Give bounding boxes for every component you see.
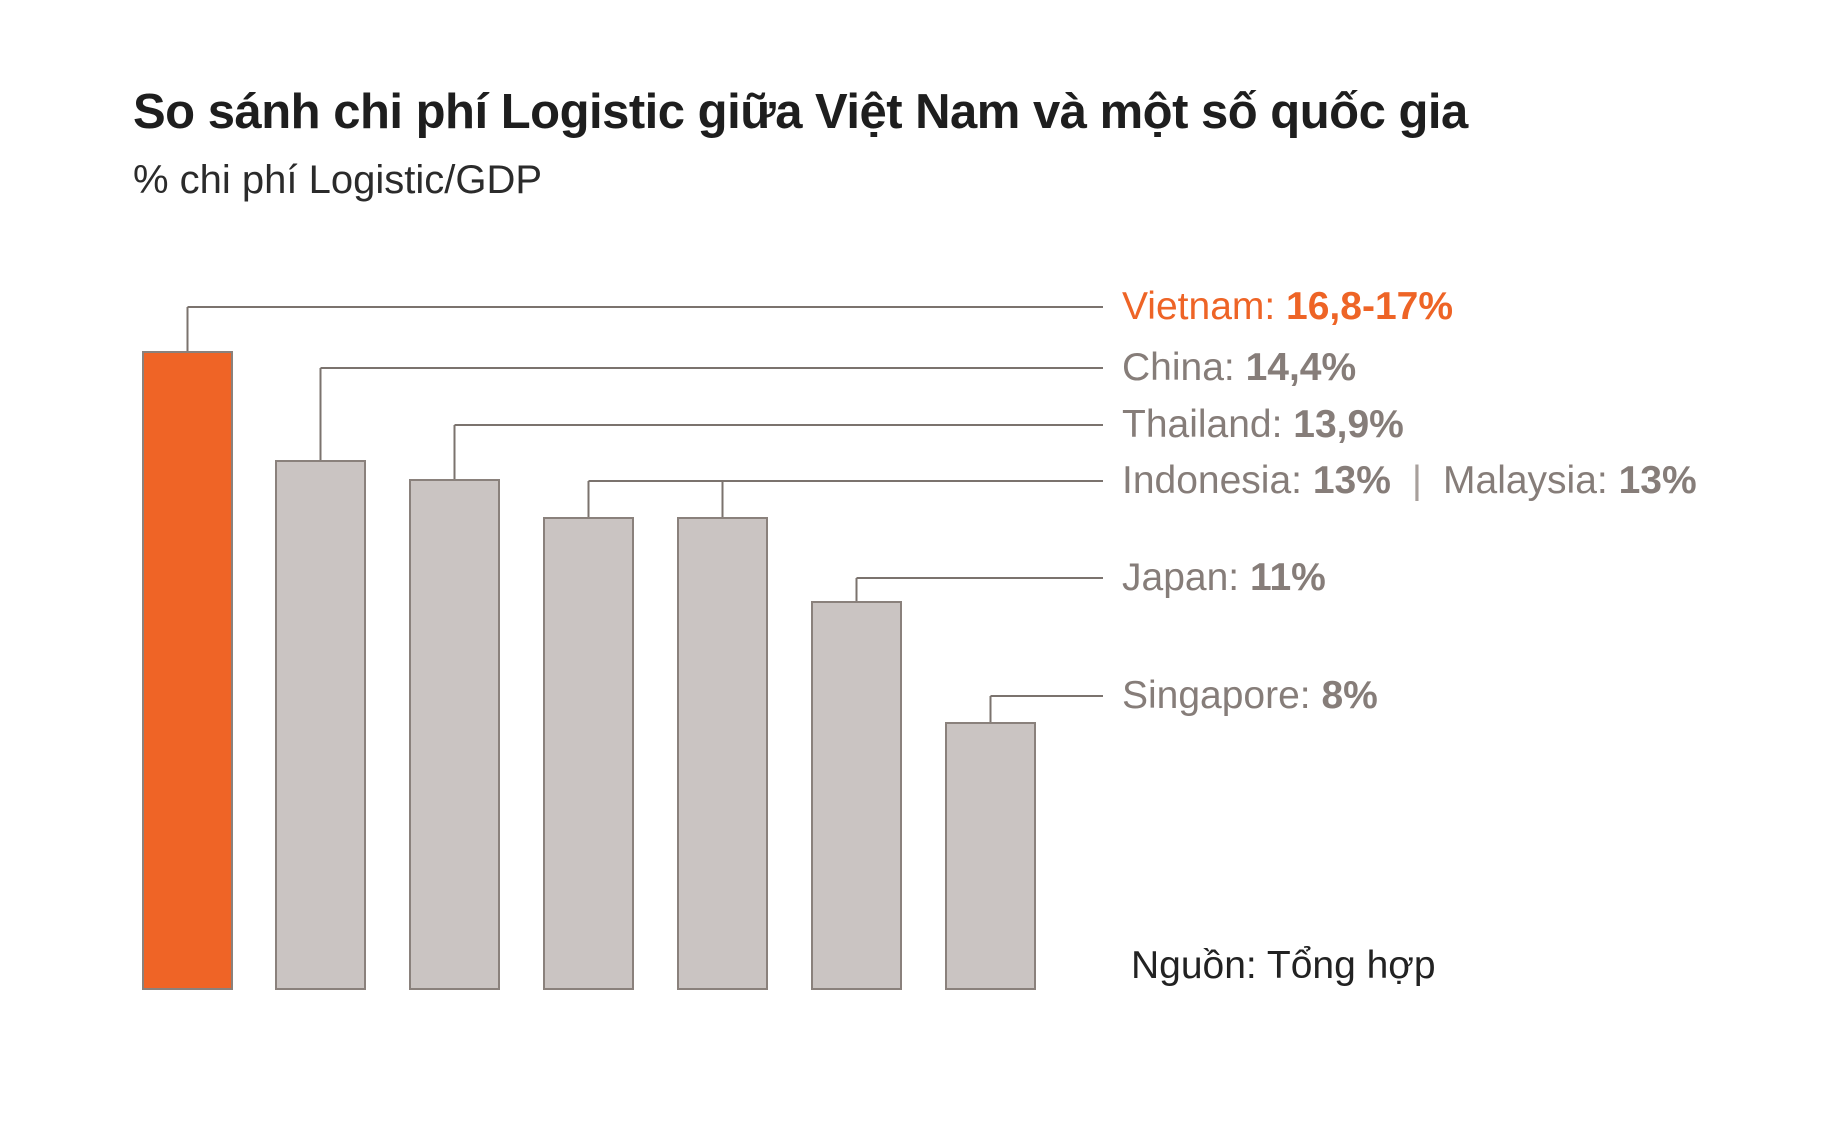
country-value-singapore: 8% (1321, 674, 1378, 717)
callout-japan: Japan: 11% (1122, 556, 1326, 600)
bar-china (275, 460, 366, 990)
country-name-china: China: (1122, 346, 1246, 389)
callout-separator: | (1411, 459, 1423, 502)
country-name-malaysia: Malaysia: (1443, 459, 1619, 502)
callout-thailand: Thailand: 13,9% (1122, 403, 1404, 447)
country-value-indonesia: 13% (1312, 459, 1391, 502)
country-value-china: 14,4% (1245, 346, 1357, 389)
country-name-indonesia: Indonesia: (1122, 459, 1313, 502)
country-name-singapore: Singapore: (1122, 674, 1322, 717)
chart-title: So sánh chi phí Logistic giữa Việt Nam v… (133, 85, 1468, 139)
bar-thailand (409, 479, 500, 990)
callout-singapore: Singapore: 8% (1122, 674, 1378, 718)
source-note: Nguồn: Tổng hợp (1131, 944, 1436, 987)
callout-china: China: 14,4% (1122, 346, 1356, 390)
country-name-vietnam: Vietnam: (1122, 285, 1287, 328)
country-value-japan: 11% (1249, 556, 1326, 599)
country-name-thailand: Thailand: (1122, 403, 1294, 446)
bar-japan (811, 601, 902, 990)
country-name-japan: Japan: (1122, 556, 1250, 599)
callout-indonesia-malaysia: Indonesia: 13% | Malaysia: 13% (1122, 459, 1697, 503)
country-value-malaysia: 13% (1618, 459, 1697, 502)
bar-malaysia (677, 517, 768, 990)
bar-singapore (945, 722, 1036, 990)
country-value-vietnam: 16,8-17% (1286, 285, 1453, 328)
bar-vietnam (142, 351, 233, 990)
country-value-thailand: 13,9% (1293, 403, 1404, 446)
chart-subtitle: % chi phí Logistic/GDP (133, 158, 543, 202)
bar-indonesia (543, 517, 634, 990)
callout-vietnam: Vietnam: 16,8-17% (1122, 285, 1453, 329)
